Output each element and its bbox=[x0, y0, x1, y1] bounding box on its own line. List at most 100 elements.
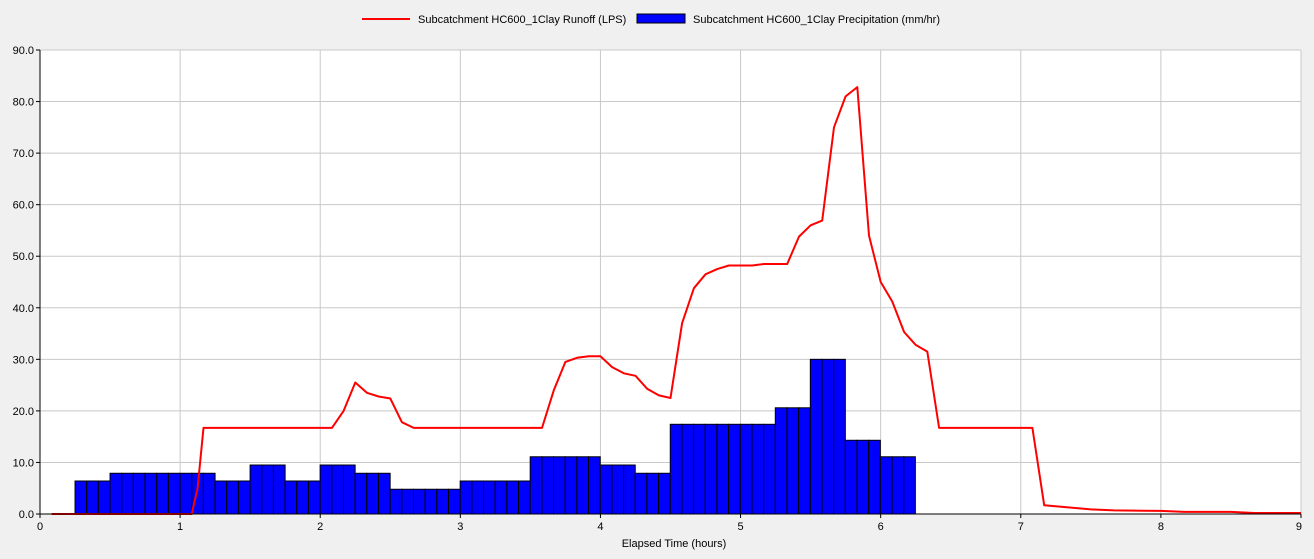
precipitation-bar bbox=[716, 423, 730, 515]
precipitation-bar bbox=[518, 480, 531, 515]
precipitation-bar bbox=[553, 456, 566, 515]
y-tick-label: 50.0 bbox=[13, 251, 34, 263]
precipitation-bar bbox=[763, 423, 776, 515]
precipitation-bar bbox=[669, 423, 683, 515]
precipitation-bar bbox=[564, 456, 578, 515]
precipitation-bar bbox=[389, 488, 403, 515]
x-tick-label: 8 bbox=[1158, 521, 1164, 533]
x-tick-label: 3 bbox=[457, 521, 463, 533]
precipitation-bar bbox=[424, 488, 438, 515]
y-tick-label: 90.0 bbox=[13, 45, 34, 57]
y-tick-label: 30.0 bbox=[13, 354, 34, 366]
precipitation-bar bbox=[412, 488, 426, 515]
precipitation-bar bbox=[681, 423, 695, 515]
precipitation-bar bbox=[86, 480, 99, 515]
precipitation-bar bbox=[401, 488, 414, 515]
precipitation-bar bbox=[144, 472, 158, 515]
y-tick-label: 40.0 bbox=[13, 303, 34, 315]
precipitation-bar bbox=[214, 480, 228, 515]
precipitation-bar bbox=[728, 423, 741, 515]
precipitation-bar bbox=[856, 439, 870, 515]
precipitation-bar bbox=[483, 480, 496, 515]
precipitation-bar bbox=[167, 472, 181, 515]
precipitation-bar bbox=[891, 456, 905, 515]
y-tick-label: 20.0 bbox=[13, 406, 34, 418]
precipitation-bar bbox=[471, 480, 485, 515]
precipitation-bar bbox=[226, 480, 239, 515]
precipitation-bar bbox=[821, 358, 835, 515]
precipitation-bar bbox=[809, 358, 823, 515]
x-tick-label: 4 bbox=[597, 521, 603, 533]
precipitation-bar bbox=[868, 439, 881, 515]
precipitation-bar bbox=[307, 480, 321, 515]
precipitation-bar bbox=[272, 464, 286, 515]
grid bbox=[40, 49, 1302, 514]
precipitation-bar bbox=[833, 358, 846, 515]
x-tick-label: 2 bbox=[317, 521, 323, 533]
precipitation-bar bbox=[541, 456, 555, 515]
precipitation-bar bbox=[576, 456, 590, 515]
precipitation-bar bbox=[879, 456, 893, 515]
precipitation-bar bbox=[529, 456, 543, 515]
precipitation-bar bbox=[693, 423, 706, 515]
precipitation-bar bbox=[774, 407, 788, 515]
precipitation-bar bbox=[798, 407, 811, 515]
y-tick-label: 10.0 bbox=[13, 457, 34, 469]
precipitation-bar bbox=[436, 488, 450, 515]
precipitation-bar bbox=[74, 480, 88, 515]
precipitation-bar bbox=[599, 464, 613, 515]
precipitation-bar bbox=[342, 464, 356, 515]
precipitation-bar bbox=[588, 456, 601, 515]
x-axis-title: Elapsed Time (hours) bbox=[622, 538, 727, 550]
precipitation-bar bbox=[249, 464, 263, 515]
precipitation-bar bbox=[179, 472, 193, 515]
precipitation-bar bbox=[786, 407, 800, 515]
precipitation-bar bbox=[623, 464, 636, 515]
x-tick-label: 6 bbox=[878, 521, 884, 533]
x-tick-label: 9 bbox=[1296, 521, 1302, 533]
legend: Subcatchment HC600_1Clay Runoff (LPS) Su… bbox=[362, 13, 940, 26]
y-tick-label: 70.0 bbox=[13, 148, 34, 160]
precipitation-bar bbox=[448, 488, 461, 515]
precipitation-bar bbox=[354, 472, 368, 515]
y-tick-label: 0.0 bbox=[19, 509, 34, 521]
precipitation-bar bbox=[331, 464, 344, 515]
precipitation-bar bbox=[704, 423, 718, 515]
precipitation-bar bbox=[377, 472, 391, 515]
precipitation-bar bbox=[844, 439, 858, 515]
precipitation-bar bbox=[97, 480, 111, 515]
precipitation-bar bbox=[261, 464, 274, 515]
precipitation-bar bbox=[121, 472, 134, 515]
precipitation-bar bbox=[202, 472, 216, 515]
precipitation-bar bbox=[646, 472, 660, 515]
precipitation-bar bbox=[132, 472, 146, 515]
legend-precip-swatch bbox=[636, 13, 686, 24]
precipitation-bar bbox=[319, 464, 333, 515]
x-tick-label: 7 bbox=[1018, 521, 1024, 533]
precipitation-bar bbox=[156, 472, 169, 515]
precipitation-bar bbox=[611, 464, 625, 515]
axes: 0.0 10.0 20.0 30.0 40.0 50.0 60.0 70.0 80.0 90.0 0… bbox=[13, 45, 1302, 533]
precipitation-bar bbox=[494, 480, 508, 515]
precipitation-bar bbox=[506, 480, 520, 515]
runoff-line bbox=[51, 86, 1301, 515]
precipitation-bar bbox=[903, 456, 916, 515]
x-tick-label: 0 bbox=[37, 521, 43, 533]
precipitation-bar bbox=[109, 472, 123, 515]
y-tick-label: 60.0 bbox=[13, 200, 34, 212]
precipitation-bar bbox=[634, 472, 648, 515]
precipitation-bar bbox=[296, 480, 309, 515]
legend-runoff-label: Subcatchment HC600_1Clay Runoff (LPS) bbox=[418, 14, 626, 26]
y-tick-label: 80.0 bbox=[13, 97, 34, 109]
x-tick-label: 1 bbox=[177, 521, 183, 533]
precipitation-bar bbox=[739, 423, 753, 515]
precipitation-bar bbox=[366, 472, 379, 515]
precipitation-bar bbox=[237, 480, 251, 515]
precipitation-bar bbox=[459, 480, 473, 515]
precipitation-bar bbox=[284, 480, 298, 515]
legend-precip-label: Subcatchment HC600_1Clay Precipitation (… bbox=[693, 14, 940, 26]
precipitation-bars bbox=[74, 358, 916, 515]
precipitation-bar bbox=[751, 423, 765, 515]
